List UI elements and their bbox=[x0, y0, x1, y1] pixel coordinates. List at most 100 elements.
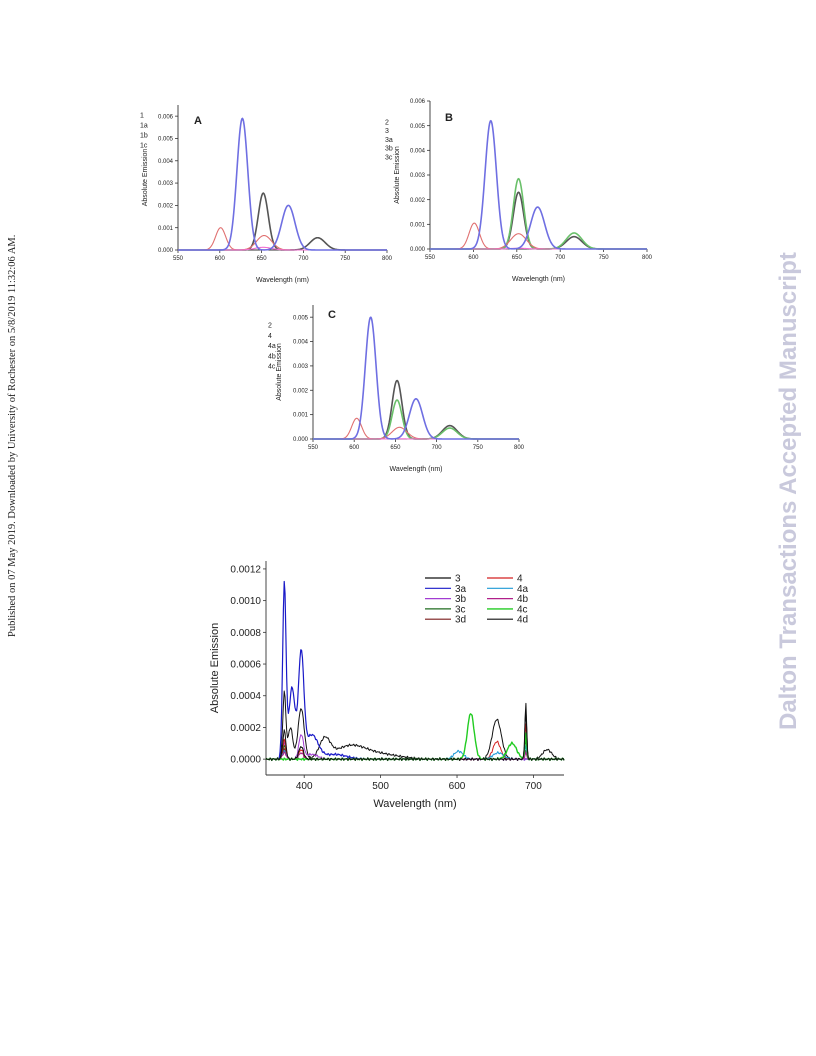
legend-label-1a: 1a bbox=[140, 122, 148, 129]
y-tick-label: 0.0008 bbox=[230, 628, 261, 639]
x-tick-label: 700 bbox=[555, 255, 566, 261]
y-tick-label: 0.000 bbox=[158, 248, 174, 254]
y-axis-label: Absolute Emission bbox=[142, 149, 149, 207]
legend-label-3b: 3b bbox=[385, 146, 393, 153]
panel-label: C bbox=[328, 309, 336, 321]
publication-note: Published on 07 May 2019. Downloaded by … bbox=[7, 234, 18, 637]
legend-label-4: 4 bbox=[517, 574, 523, 585]
y-tick-label: 0.004 bbox=[293, 340, 309, 346]
series-line-4c bbox=[265, 713, 565, 762]
x-tick-label: 650 bbox=[512, 255, 523, 261]
y-tick-label: 0.002 bbox=[293, 388, 309, 394]
chart-panel-b: 550 600 650 700 750 800 0.000 0.001 0.002 0.003 0.… bbox=[385, 99, 653, 283]
y-axis-label: Absolute Emission bbox=[209, 623, 221, 714]
legend-label-2: 2 bbox=[385, 119, 389, 126]
x-tick-label: 750 bbox=[473, 445, 484, 451]
legend-label-3d: 3d bbox=[455, 615, 466, 626]
x-axis-label: Wavelength (nm) bbox=[512, 276, 565, 283]
series-line-3b bbox=[265, 734, 565, 761]
legend-label-3a: 3a bbox=[455, 584, 467, 595]
series-line-4a bbox=[313, 417, 519, 440]
legend-label-4b: 4b bbox=[268, 353, 276, 360]
x-axis-label: Wavelength (nm) bbox=[373, 798, 456, 810]
chart-panel-a: 550 600 650 700 750 800 0.000 0.001 0.002 0.003 0.… bbox=[140, 105, 393, 284]
legend-label-4d: 4d bbox=[517, 615, 528, 626]
y-tick-label: 0.001 bbox=[293, 413, 309, 419]
y-tick-label: 0.0004 bbox=[230, 691, 261, 702]
y-tick-label: 0.0010 bbox=[230, 596, 261, 607]
legend-label-4: 4 bbox=[268, 333, 272, 340]
y-tick-label: 0.0002 bbox=[230, 723, 261, 734]
x-tick-label: 700 bbox=[298, 256, 309, 262]
legend-label-4c: 4c bbox=[517, 604, 528, 615]
series-line-4 bbox=[312, 399, 520, 440]
y-tick-label: 0.006 bbox=[410, 99, 426, 105]
x-axis-label: Wavelength (nm) bbox=[256, 277, 309, 284]
y-tick-label: 0.0000 bbox=[230, 755, 261, 766]
x-tick-label: 650 bbox=[390, 445, 401, 451]
legend-label-1: 1 bbox=[140, 112, 144, 119]
y-tick-label: 0.000 bbox=[293, 437, 309, 443]
y-tick-label: 0.004 bbox=[410, 148, 426, 154]
y-axis-label: Absolute Emission bbox=[394, 146, 401, 204]
y-tick-label: 0.005 bbox=[158, 137, 174, 143]
legend-label-3: 3 bbox=[455, 574, 461, 585]
y-tick-label: 0.002 bbox=[410, 198, 426, 204]
panel-label: B bbox=[445, 112, 453, 124]
x-tick-label: 500 bbox=[372, 781, 389, 792]
y-tick-label: 0.000 bbox=[410, 247, 426, 253]
series-line-3 bbox=[265, 690, 565, 761]
y-tick-label: 0.005 bbox=[293, 315, 309, 321]
chart-panel-uv: 400 500 600 700 0.0000 0.0002 0.0004 0.0006 0.00… bbox=[209, 561, 565, 810]
y-tick-label: 0.001 bbox=[410, 222, 426, 228]
x-tick-label: 800 bbox=[514, 445, 525, 451]
legend-label-4a: 4a bbox=[268, 343, 276, 350]
panel-label: A bbox=[194, 115, 202, 127]
legend-label-2: 2 bbox=[268, 322, 272, 329]
y-tick-label: 0.003 bbox=[293, 364, 309, 370]
series-line-2 bbox=[429, 191, 648, 250]
series-line-2 bbox=[312, 379, 520, 440]
x-tick-label: 600 bbox=[349, 445, 360, 451]
series-line-3 bbox=[429, 177, 648, 250]
x-tick-label: 600 bbox=[215, 256, 226, 262]
x-tick-label: 600 bbox=[449, 781, 466, 792]
legend-label-3c: 3c bbox=[385, 154, 393, 161]
y-tick-label: 0.006 bbox=[158, 114, 174, 120]
y-tick-label: 0.0006 bbox=[230, 660, 261, 671]
chart-panel-c: 550 600 650 700 750 800 0.000 0.001 0.002 0.003 0.… bbox=[268, 305, 525, 473]
x-tick-label: 800 bbox=[382, 256, 393, 262]
y-tick-label: 0.0012 bbox=[230, 564, 261, 575]
y-tick-label: 0.005 bbox=[410, 124, 426, 130]
series-line-4d bbox=[265, 710, 565, 761]
x-tick-label: 550 bbox=[308, 445, 319, 451]
x-tick-label: 700 bbox=[525, 781, 542, 792]
series-line-1a bbox=[178, 227, 387, 251]
legend-label-3: 3 bbox=[385, 128, 389, 135]
y-tick-label: 0.003 bbox=[410, 173, 426, 179]
legend-label-3c: 3c bbox=[455, 604, 466, 615]
x-tick-label: 600 bbox=[468, 255, 479, 261]
x-tick-label: 750 bbox=[599, 255, 610, 261]
series-line-1c bbox=[177, 117, 388, 251]
series-line-3a bbox=[430, 222, 647, 250]
x-tick-label: 550 bbox=[425, 255, 436, 261]
x-tick-label: 550 bbox=[173, 256, 184, 262]
legend-label-3a: 3a bbox=[385, 137, 393, 144]
y-tick-label: 0.004 bbox=[158, 159, 174, 165]
y-tick-label: 0.003 bbox=[158, 181, 174, 187]
series-line-3c bbox=[429, 119, 648, 250]
series-line-4c bbox=[312, 316, 520, 440]
watermark: Dalton Transactions Accepted Manuscript bbox=[775, 252, 802, 730]
y-tick-label: 0.002 bbox=[158, 203, 174, 209]
legend-label-4c: 4c bbox=[268, 364, 276, 371]
x-tick-label: 650 bbox=[257, 256, 268, 262]
legend-label-4b: 4b bbox=[517, 594, 529, 605]
legend-label-1b: 1b bbox=[140, 132, 148, 139]
x-axis-label: Wavelength (nm) bbox=[389, 466, 442, 473]
legend-label-4a: 4a bbox=[517, 584, 529, 595]
x-tick-label: 750 bbox=[340, 256, 351, 262]
x-tick-label: 700 bbox=[432, 445, 443, 451]
x-tick-label: 800 bbox=[642, 255, 653, 261]
y-axis-label: Absolute Emission bbox=[276, 343, 283, 401]
